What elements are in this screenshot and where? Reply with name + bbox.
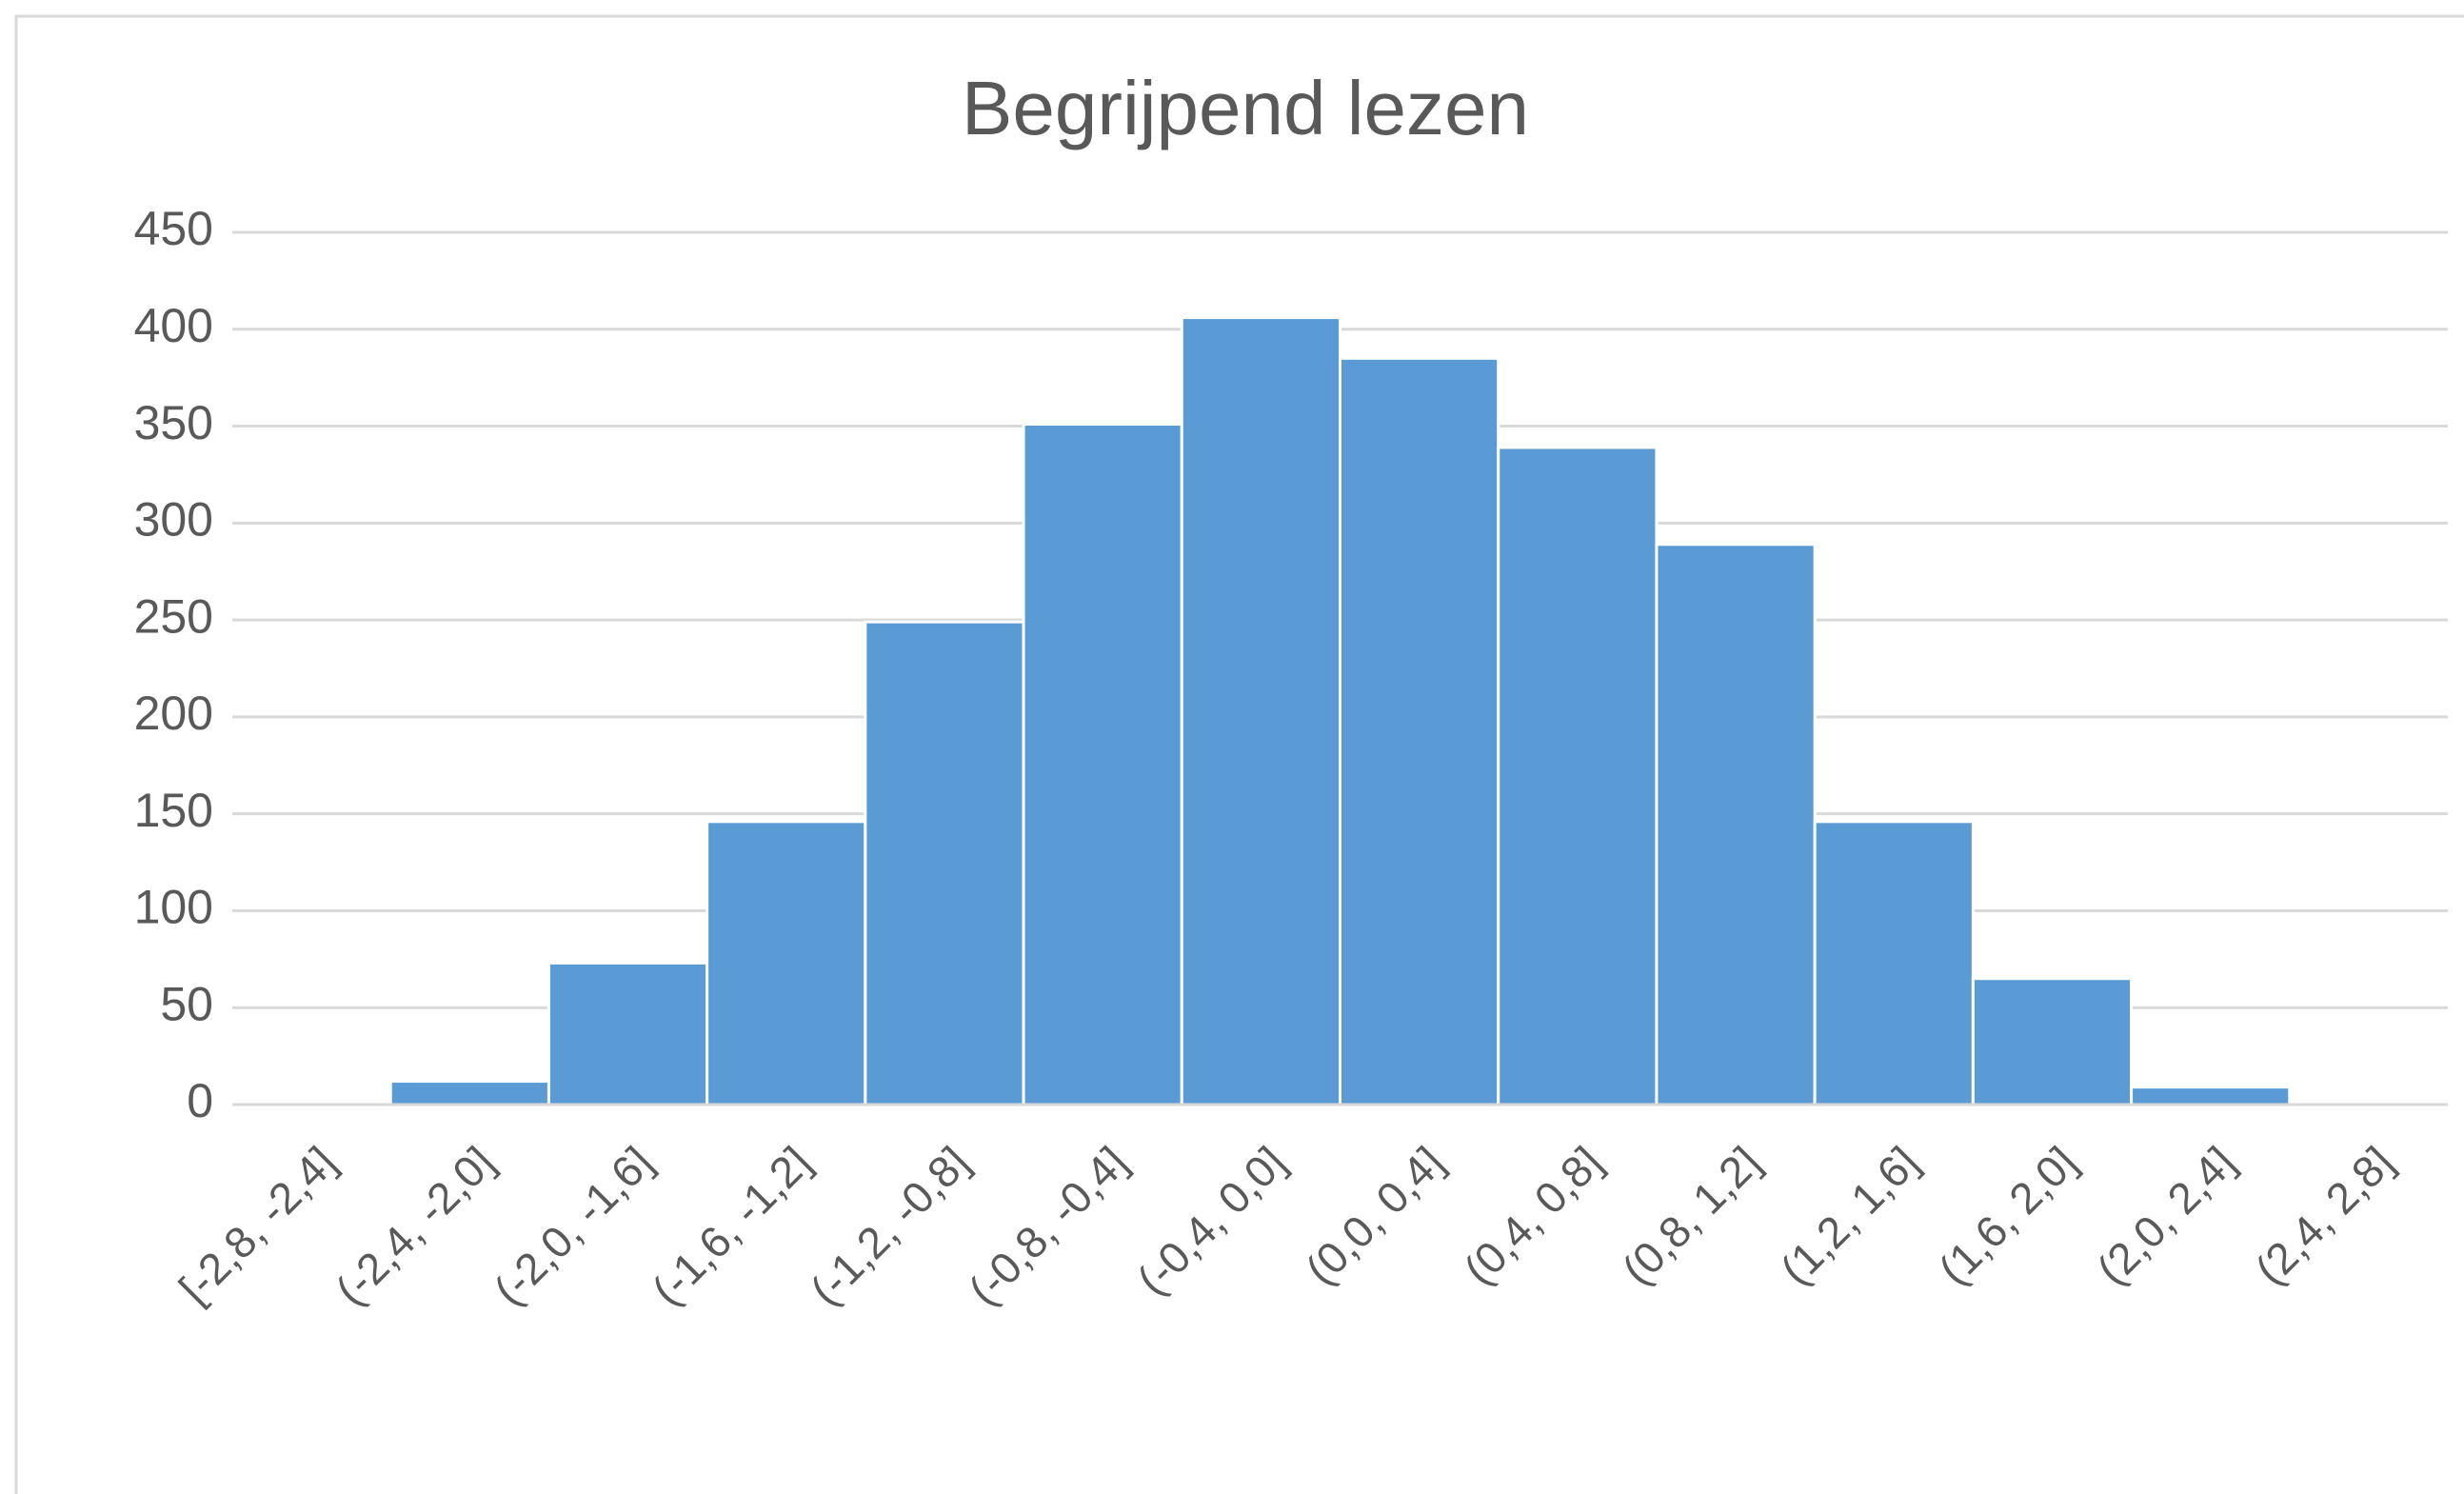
bar xyxy=(1655,543,1817,1106)
y-tick-label: 450 xyxy=(134,202,213,255)
y-tick-label: 200 xyxy=(134,687,213,740)
y-tick-label: 300 xyxy=(134,493,213,547)
y-tick-label: 400 xyxy=(134,299,213,352)
y-tick-label: 150 xyxy=(134,784,213,837)
bar xyxy=(1971,977,2134,1106)
bar xyxy=(864,620,1025,1106)
y-tick-label: 0 xyxy=(187,1074,213,1127)
bar xyxy=(546,961,709,1106)
bar xyxy=(705,820,867,1106)
y-tick-label: 50 xyxy=(160,977,213,1030)
bar xyxy=(1813,820,1975,1106)
bar xyxy=(2130,1086,2292,1106)
y-tick-label: 250 xyxy=(134,589,213,643)
bar xyxy=(388,1080,550,1106)
y-tick-label: 350 xyxy=(134,396,213,449)
bar xyxy=(1497,446,1659,1106)
bar xyxy=(1180,316,1342,1106)
bar xyxy=(1022,423,1183,1106)
chart-title: Begrijpend lezen xyxy=(962,66,1529,150)
y-tick-label: 100 xyxy=(134,881,213,934)
bar xyxy=(1339,356,1500,1106)
